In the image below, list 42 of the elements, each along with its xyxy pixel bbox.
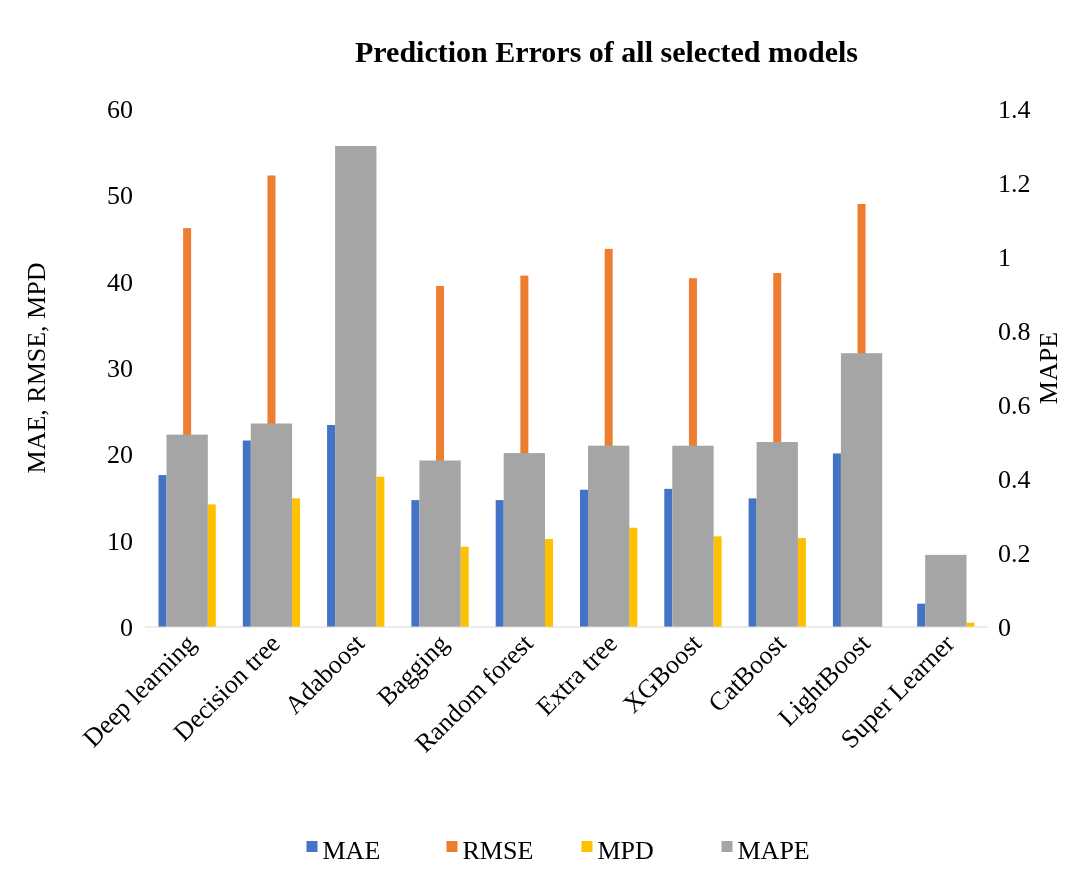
y-tick-label: 50 <box>107 181 133 211</box>
y2-tick-label: 1 <box>998 243 1011 273</box>
bar <box>917 603 926 627</box>
legend-label: MAPE <box>737 836 810 866</box>
legend-label: MPD <box>597 836 654 866</box>
y-tick-label: 10 <box>107 526 133 556</box>
y-tick-label: 30 <box>107 354 133 384</box>
y2-tick-label: 1.4 <box>998 95 1031 125</box>
bar <box>242 440 251 627</box>
bar <box>460 546 469 627</box>
y-axis-title: MAE, RMSE, MPD <box>22 262 51 474</box>
y-tick-label: 60 <box>107 95 133 125</box>
bar <box>832 453 841 627</box>
y2-tick-label: 0.8 <box>998 317 1031 347</box>
y-tick-label: 40 <box>107 267 133 297</box>
bar <box>713 536 722 627</box>
bar <box>580 489 588 627</box>
bar <box>664 488 673 627</box>
bar <box>495 500 504 627</box>
y2-tick-label: 0.2 <box>998 539 1031 569</box>
bar <box>748 498 757 627</box>
bar <box>292 498 301 627</box>
bar <box>925 554 967 627</box>
y2-tick-label: 1.2 <box>998 169 1031 199</box>
chart-title: Prediction Errors of all selected models <box>355 35 858 68</box>
legend-label: MAE <box>322 836 381 866</box>
bar <box>545 538 553 627</box>
y2-axis-title: MAPE <box>1034 331 1063 405</box>
bar <box>335 146 377 627</box>
y2-tick-label: 0.4 <box>998 465 1031 495</box>
bar <box>411 500 420 627</box>
bar <box>207 504 216 627</box>
y-tick-label: 20 <box>107 440 133 470</box>
bar <box>158 475 167 627</box>
bar <box>797 538 806 627</box>
legend-label: RMSE <box>462 836 534 866</box>
bar <box>629 527 638 627</box>
y2-tick-label: 0 <box>998 613 1011 643</box>
bar <box>327 424 336 627</box>
bar <box>376 476 385 627</box>
y2-tick-label: 0.6 <box>998 391 1031 421</box>
y-tick-label: 0 <box>120 613 133 643</box>
